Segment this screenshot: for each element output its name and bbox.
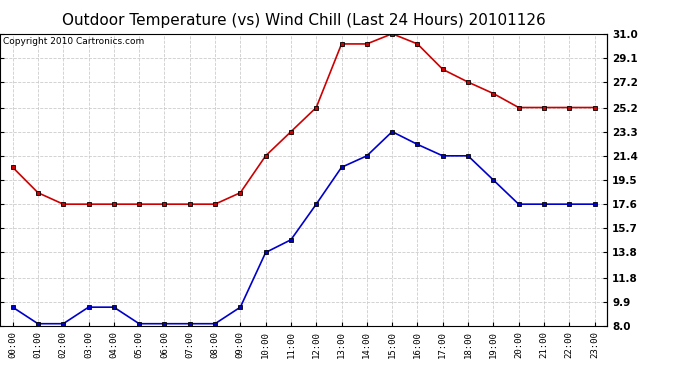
Text: Outdoor Temperature (vs) Wind Chill (Last 24 Hours) 20101126: Outdoor Temperature (vs) Wind Chill (Las… [61, 13, 546, 28]
Text: Copyright 2010 Cartronics.com: Copyright 2010 Cartronics.com [3, 37, 144, 46]
